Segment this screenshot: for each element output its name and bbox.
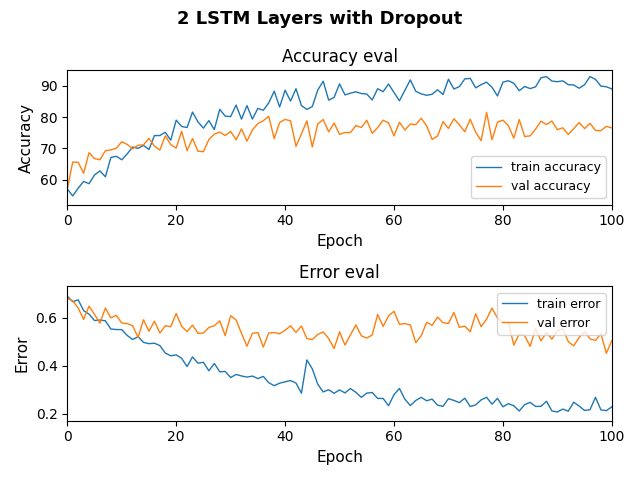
train error <box>314 382 322 387</box>
Line: train accuracy: train accuracy <box>67 77 612 196</box>
X-axis label: Epoch: Epoch <box>316 234 363 249</box>
val accuracy <box>445 126 452 132</box>
val accuracy <box>63 186 71 192</box>
val error <box>445 321 452 326</box>
train accuracy <box>205 118 212 123</box>
train accuracy <box>319 78 327 84</box>
Y-axis label: Accuracy: Accuracy <box>19 103 35 172</box>
train error <box>608 404 616 410</box>
val accuracy <box>102 148 109 154</box>
Line: val error: val error <box>67 299 612 353</box>
val error <box>608 338 616 344</box>
val accuracy <box>200 149 207 155</box>
train error <box>554 409 561 415</box>
train accuracy <box>396 98 403 104</box>
Line: train error: train error <box>67 296 612 412</box>
val error <box>63 296 71 301</box>
X-axis label: Epoch: Epoch <box>316 450 363 465</box>
train accuracy <box>477 82 485 87</box>
val error <box>472 311 479 317</box>
train error <box>102 318 109 324</box>
val accuracy <box>608 125 616 131</box>
train accuracy <box>69 193 77 199</box>
Legend: train accuracy, val accuracy: train accuracy, val accuracy <box>470 156 605 198</box>
val accuracy <box>390 133 398 139</box>
train accuracy <box>608 86 616 92</box>
train accuracy <box>63 186 71 192</box>
train accuracy <box>450 86 458 92</box>
val error <box>200 330 207 336</box>
val error <box>602 350 610 356</box>
train accuracy <box>107 155 115 160</box>
val error <box>314 332 322 337</box>
Y-axis label: Error: Error <box>15 335 30 372</box>
train error <box>63 293 71 299</box>
train accuracy <box>543 74 550 80</box>
train error <box>200 360 207 365</box>
val accuracy <box>314 121 322 127</box>
val accuracy <box>472 129 479 135</box>
train error <box>472 402 479 408</box>
train error <box>445 396 452 402</box>
train error <box>390 392 398 397</box>
Text: 2 LSTM Layers with Dropout: 2 LSTM Layers with Dropout <box>177 10 463 28</box>
Title: Error eval: Error eval <box>300 264 380 282</box>
Title: Accuracy eval: Accuracy eval <box>282 48 397 66</box>
val accuracy <box>483 109 490 115</box>
Line: val accuracy: val accuracy <box>67 112 612 189</box>
val error <box>390 308 398 314</box>
val error <box>102 305 109 311</box>
Legend: train error, val error: train error, val error <box>497 293 605 335</box>
